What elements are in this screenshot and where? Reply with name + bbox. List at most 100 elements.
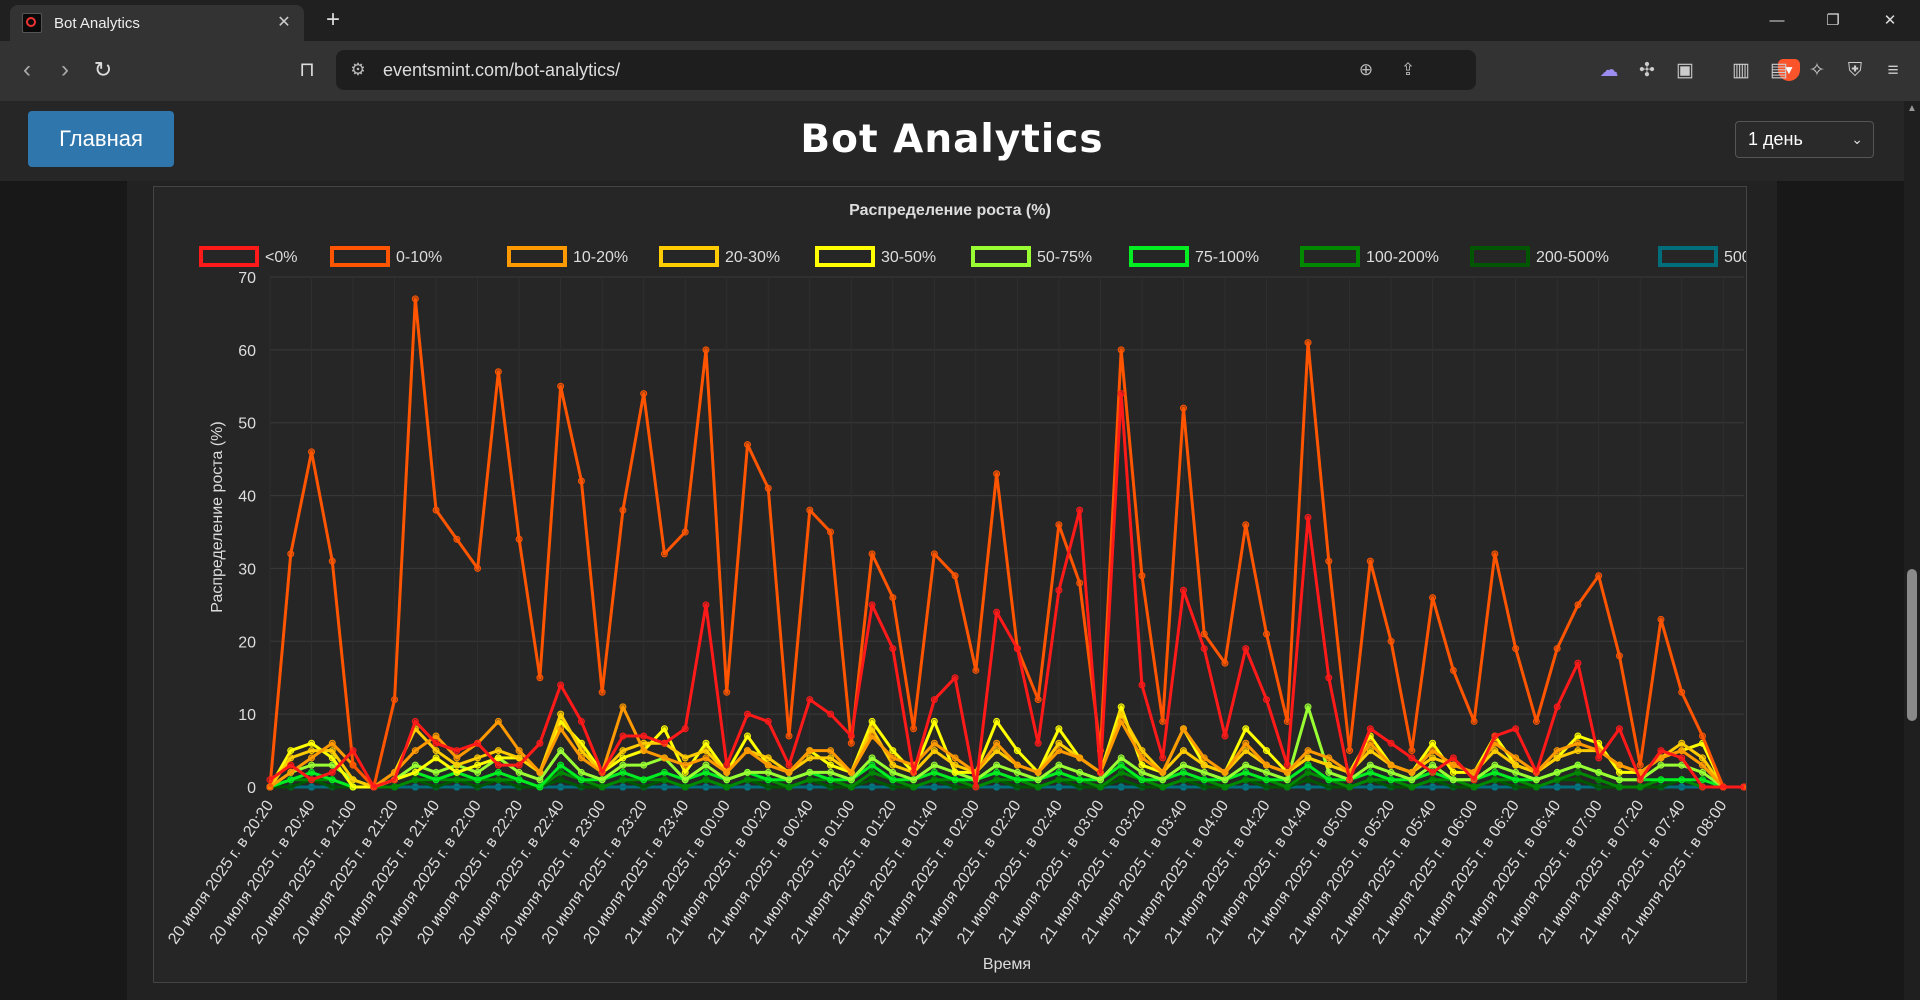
data-point[interactable] [640, 747, 648, 755]
data-point[interactable] [660, 739, 668, 747]
data-point[interactable] [681, 725, 689, 733]
data-point[interactable] [1449, 776, 1457, 784]
data-point[interactable] [1615, 783, 1623, 791]
data-point[interactable] [1491, 768, 1499, 776]
data-point[interactable] [910, 768, 918, 776]
data-point[interactable] [1263, 747, 1271, 755]
data-point[interactable] [1346, 776, 1354, 784]
data-point[interactable] [723, 761, 731, 769]
data-point[interactable] [349, 776, 357, 784]
data-point[interactable] [1698, 761, 1706, 769]
data-point[interactable] [1055, 586, 1063, 594]
data-point[interactable] [328, 557, 336, 565]
data-point[interactable] [1159, 717, 1167, 725]
new-tab-button[interactable]: + [325, 6, 340, 33]
data-point[interactable] [847, 732, 855, 740]
url-text[interactable]: eventsmint.com/bot-analytics/ [383, 60, 621, 80]
data-point[interactable] [993, 470, 1001, 478]
data-point[interactable] [577, 783, 585, 791]
data-point[interactable] [432, 747, 440, 755]
data-point[interactable] [515, 783, 523, 791]
data-point[interactable] [1429, 754, 1437, 762]
data-point[interactable] [1200, 630, 1208, 638]
data-point[interactable] [411, 747, 419, 755]
data-point[interactable] [1242, 645, 1250, 653]
data-point[interactable] [391, 783, 399, 791]
legend-swatch-5[interactable] [971, 246, 1031, 267]
data-point[interactable] [619, 768, 627, 776]
data-point[interactable] [1242, 768, 1250, 776]
data-point[interactable] [1283, 768, 1291, 776]
data-point[interactable] [660, 768, 668, 776]
data-point[interactable] [1159, 776, 1167, 784]
data-point[interactable] [557, 382, 565, 390]
data-point[interactable] [1325, 557, 1333, 565]
data-point[interactable] [1574, 783, 1582, 791]
data-point[interactable] [432, 783, 440, 791]
data-point[interactable] [577, 768, 585, 776]
data-point[interactable] [889, 768, 897, 776]
legend-swatch-7[interactable] [1300, 246, 1360, 267]
data-point[interactable] [1117, 703, 1125, 711]
data-point[interactable] [681, 776, 689, 784]
data-point[interactable] [1076, 506, 1084, 514]
data-point[interactable] [930, 768, 938, 776]
data-point[interactable] [328, 747, 336, 755]
data-point[interactable] [1429, 776, 1437, 784]
data-point[interactable] [1678, 747, 1686, 755]
data-point[interactable] [681, 528, 689, 536]
data-point[interactable] [868, 761, 876, 769]
data-point[interactable] [764, 484, 772, 492]
data-point[interactable] [1034, 739, 1042, 747]
data-point[interactable] [1179, 783, 1187, 791]
data-point[interactable] [1429, 783, 1437, 791]
data-point[interactable] [889, 776, 897, 784]
data-point[interactable] [619, 783, 627, 791]
data-point[interactable] [515, 754, 523, 762]
data-point[interactable] [1512, 776, 1520, 784]
data-point[interactable] [1698, 776, 1706, 784]
data-point[interactable] [1263, 768, 1271, 776]
data-point[interactable] [411, 768, 419, 776]
window-close-button[interactable]: ✕ [1883, 12, 1897, 29]
data-point[interactable] [453, 747, 461, 755]
data-point[interactable] [411, 295, 419, 303]
data-point[interactable] [764, 783, 772, 791]
data-point[interactable] [1740, 783, 1748, 791]
data-point[interactable] [930, 761, 938, 769]
data-point[interactable] [515, 747, 523, 755]
minimize-button[interactable]: — [1769, 12, 1785, 29]
legend-swatch-6[interactable] [1129, 246, 1189, 267]
data-point[interactable] [1283, 776, 1291, 784]
data-point[interactable] [993, 783, 1001, 791]
data-point[interactable] [1242, 761, 1250, 769]
data-point[interactable] [287, 747, 295, 755]
data-point[interactable] [1512, 768, 1520, 776]
data-point[interactable] [557, 761, 565, 769]
data-point[interactable] [827, 761, 835, 769]
data-point[interactable] [702, 754, 710, 762]
data-point[interactable] [1138, 776, 1146, 784]
zoom-icon[interactable]: ⊕ [1358, 60, 1374, 79]
data-point[interactable] [1449, 761, 1457, 769]
data-point[interactable] [1532, 776, 1540, 784]
legend-label-4[interactable]: 30-50% [881, 249, 936, 266]
data-point[interactable] [287, 768, 295, 776]
data-point[interactable] [1449, 783, 1457, 791]
data-point[interactable] [515, 776, 523, 784]
data-point[interactable] [557, 776, 565, 784]
data-point[interactable] [1387, 768, 1395, 776]
data-point[interactable] [1366, 783, 1374, 791]
data-point[interactable] [619, 761, 627, 769]
data-point[interactable] [1304, 513, 1312, 521]
data-point[interactable] [951, 761, 959, 769]
data-point[interactable] [1512, 725, 1520, 733]
data-point[interactable] [1574, 739, 1582, 747]
data-point[interactable] [1034, 696, 1042, 704]
data-point[interactable] [1553, 783, 1561, 791]
data-point[interactable] [266, 783, 274, 791]
data-point[interactable] [1117, 390, 1125, 398]
legend-swatch-3[interactable] [659, 246, 719, 267]
data-point[interactable] [1076, 783, 1084, 791]
data-point[interactable] [494, 754, 502, 762]
